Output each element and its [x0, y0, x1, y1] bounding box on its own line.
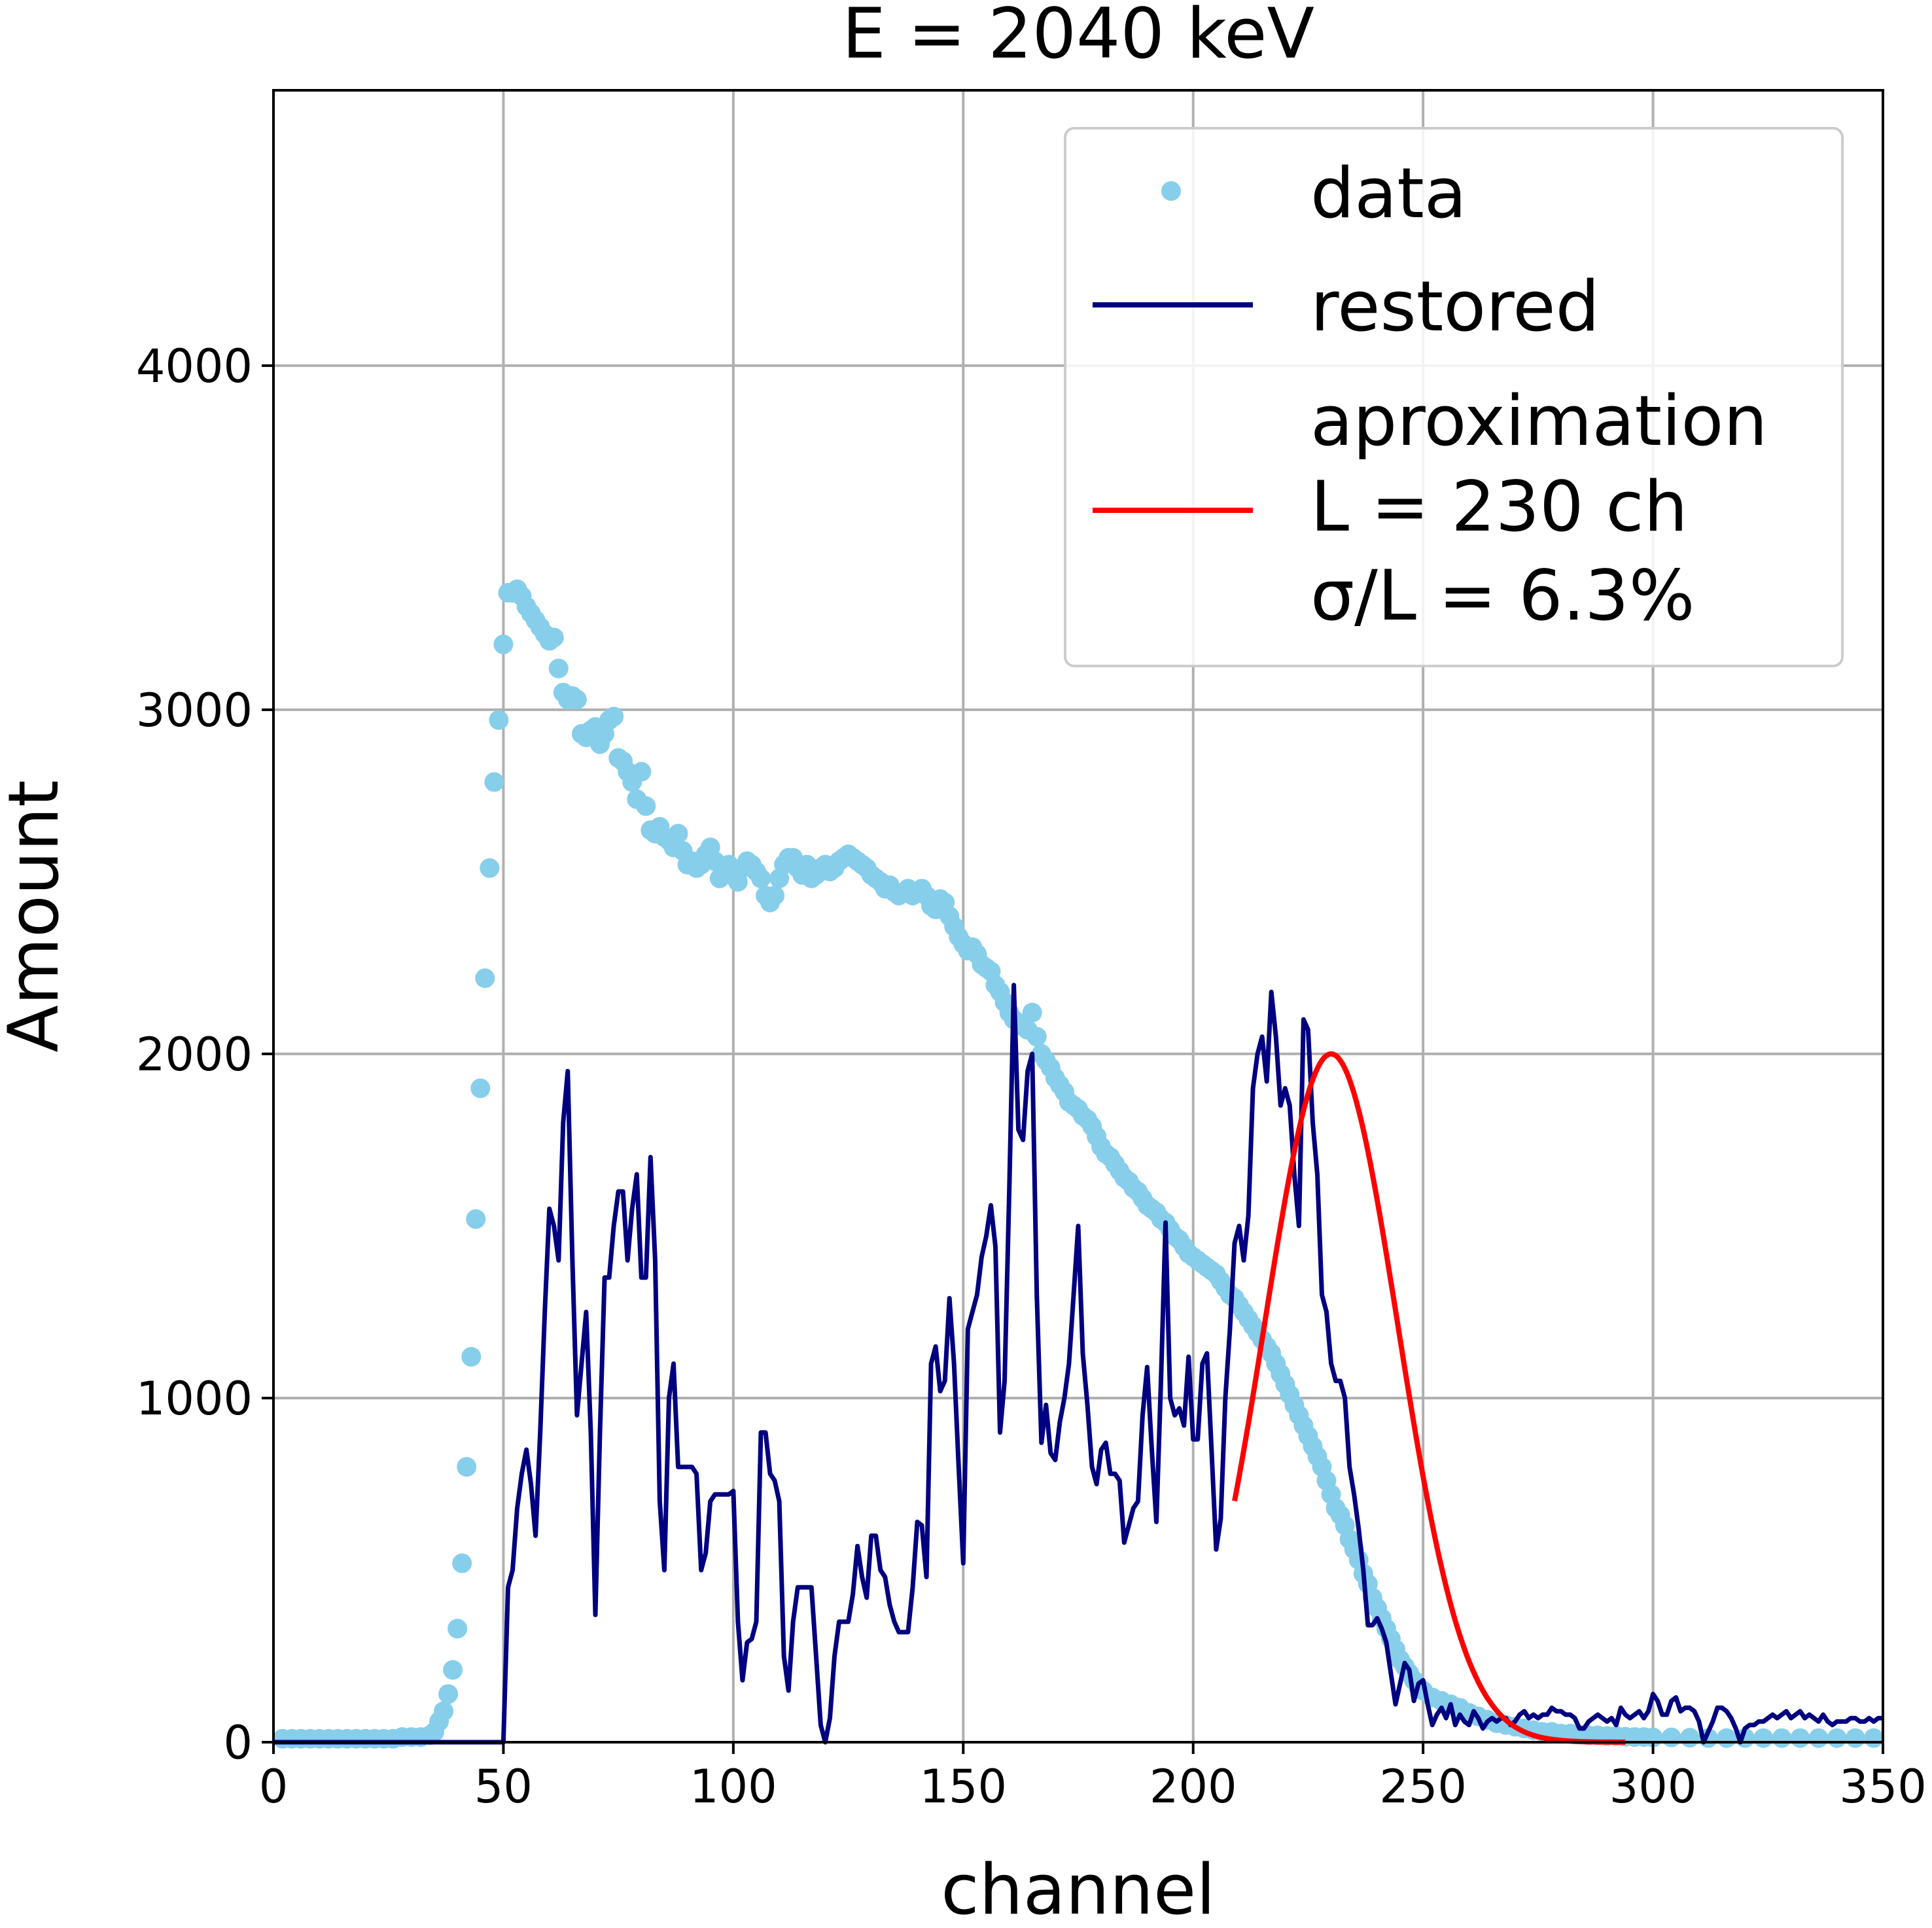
data-point — [1753, 1728, 1774, 1748]
data-point — [443, 1660, 463, 1680]
data-point — [1022, 1002, 1042, 1023]
legend-aproximation-label-line: aproximation — [1310, 381, 1768, 461]
data-point — [1772, 1728, 1792, 1748]
data-point — [636, 796, 656, 816]
data-point — [751, 868, 771, 888]
data-point — [631, 762, 652, 782]
y-tick-label: 1000 — [136, 1372, 253, 1426]
data-point — [489, 710, 509, 730]
axis-ticks: 0 50 100 150 200 250 300 350 0 1000 2000 3000 4000 — [136, 340, 1927, 1814]
data-point — [438, 1684, 459, 1704]
y-tick-label: 2000 — [136, 1028, 253, 1081]
x-tick-label: 350 — [1839, 1760, 1927, 1814]
data-point — [1845, 1728, 1865, 1748]
data-point — [1827, 1728, 1847, 1748]
legend-data-label: data — [1310, 153, 1467, 234]
legend-restored-label: restored — [1310, 266, 1600, 347]
x-tick-label: 100 — [690, 1760, 777, 1814]
data-point — [480, 858, 500, 878]
data-point — [1661, 1727, 1681, 1747]
data-point — [457, 1457, 477, 1477]
data-point — [1790, 1728, 1810, 1748]
data-point — [448, 1619, 468, 1639]
data-point — [1863, 1728, 1884, 1748]
x-tick-label: 150 — [919, 1760, 1007, 1814]
aproximation-line — [1232, 1051, 1626, 1745]
restored-line — [273, 983, 1883, 1745]
series-aproximation — [1232, 1051, 1626, 1745]
data-point — [452, 1553, 472, 1573]
legend-aproximation-label-line: σ/L = 6.3% — [1310, 555, 1695, 636]
data-point — [544, 627, 564, 648]
data-point — [604, 707, 624, 727]
legend-aproximation-label-line: L = 230 ch — [1310, 466, 1688, 547]
data-point — [470, 1078, 491, 1098]
data-point — [548, 658, 569, 678]
legend-box — [1064, 127, 1844, 667]
data-point — [461, 1346, 482, 1367]
series-restored — [273, 983, 1883, 1745]
data-point — [1717, 1728, 1737, 1748]
y-tick-label: 4000 — [136, 340, 253, 393]
data-point — [434, 1701, 454, 1721]
x-tick-label: 50 — [474, 1760, 533, 1814]
data-point — [475, 968, 495, 989]
x-tick-label: 250 — [1379, 1760, 1467, 1814]
data-point — [1808, 1728, 1829, 1748]
data-point — [484, 772, 504, 792]
y-tick-label: 0 — [223, 1716, 253, 1770]
data-point — [493, 634, 514, 654]
x-tick-label: 0 — [259, 1760, 289, 1814]
x-tick-label: 300 — [1609, 1760, 1697, 1814]
series-data-points — [273, 579, 1884, 1749]
data-point — [668, 824, 688, 844]
plot-frame — [272, 89, 1884, 1744]
data-point — [765, 885, 785, 905]
data-point — [1027, 1026, 1047, 1047]
legend-data-marker — [1161, 181, 1181, 201]
x-axis-label: channel — [941, 1849, 1215, 1928]
data-point — [1679, 1728, 1700, 1748]
y-axis-label: Amount — [0, 780, 74, 1053]
data-point — [466, 1209, 486, 1229]
x-tick-label: 200 — [1150, 1760, 1237, 1814]
y-tick-label: 3000 — [136, 684, 253, 737]
chart-title: E = 2040 keV — [842, 0, 1314, 74]
data-point — [567, 690, 587, 710]
